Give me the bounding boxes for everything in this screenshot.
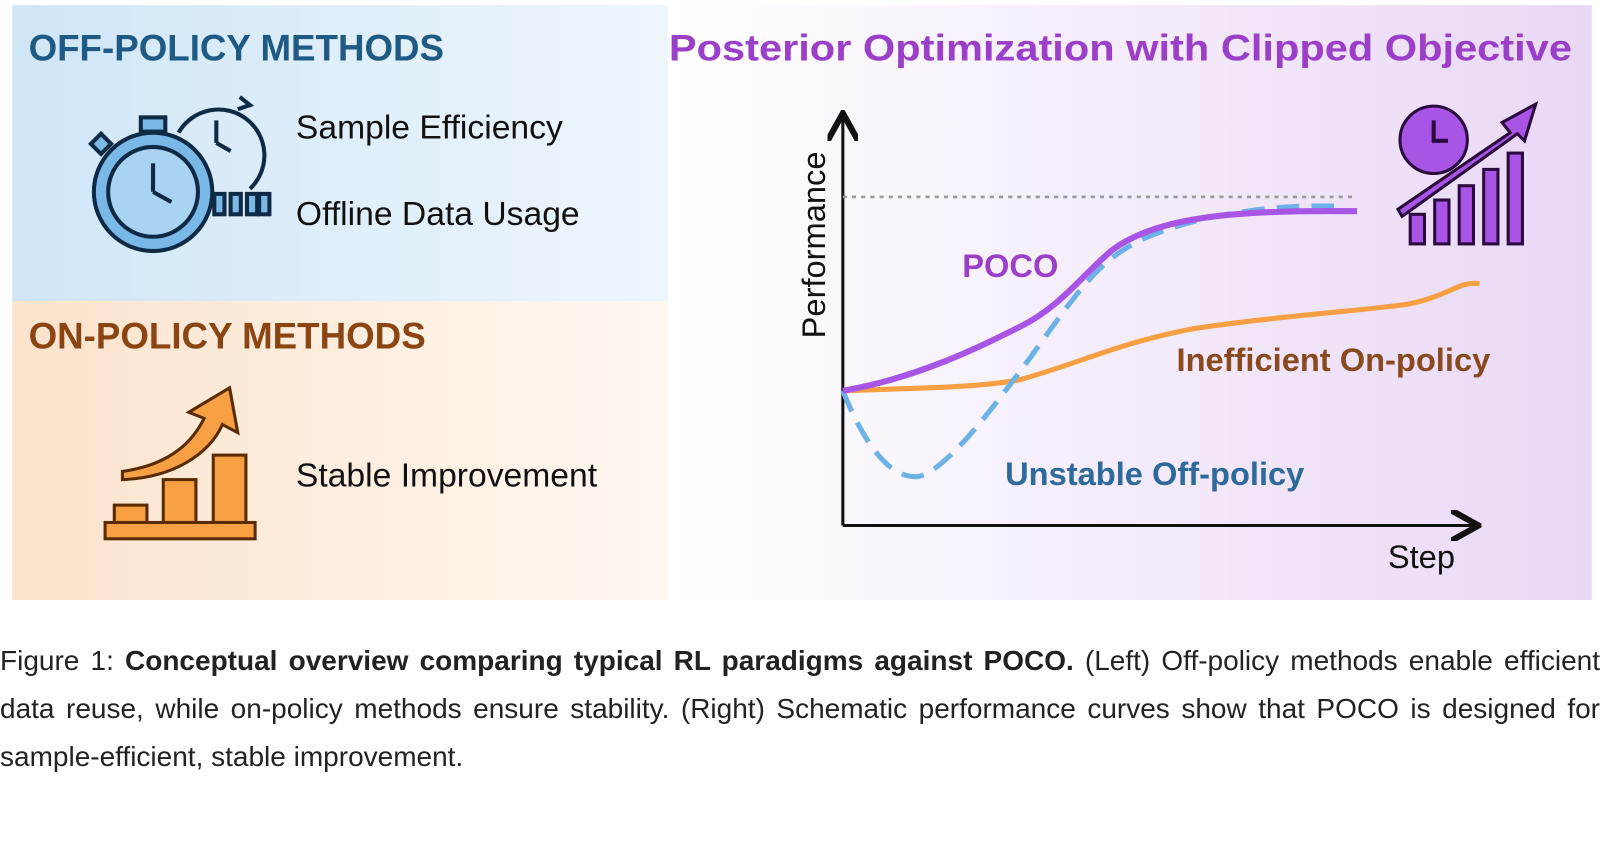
on-policy-title: ON-POLICY METHODS [29,315,426,356]
on-policy-item: Stable Improvement [296,457,598,494]
off-policy-item: Sample Efficiency [296,110,563,147]
x-axis-label: Step [1388,538,1455,575]
chart-icon [1395,100,1539,246]
off-policy-item: Offline Data Usage [296,196,580,233]
poco-curve [842,207,1358,394]
caption-bold: Conceptual overview comparing typical RL… [125,645,1074,676]
stopwatch-icon [88,95,272,254]
poco-panel [668,5,1592,601]
caption-text: (Left) Off-policy methods enable efficie… [0,645,1600,772]
poco-title: Posterior Optimization with Clipped Obje… [669,28,1572,69]
y-axis-label: Performance [795,151,832,338]
growth-icon [103,385,257,541]
on-policy-panel [12,301,669,601]
caption-label: Figure 1: [0,645,114,676]
curve-label: Inefficient On-policy [1177,341,1491,378]
off-policy-title: OFF-POLICY METHODS [29,28,444,69]
on-policy-curve [842,280,1480,394]
curve-label: POCO [962,247,1058,284]
caption: Figure 1: Conceptual overview comparing … [0,637,1600,781]
curve-label: Unstable Off-policy [1005,455,1304,492]
